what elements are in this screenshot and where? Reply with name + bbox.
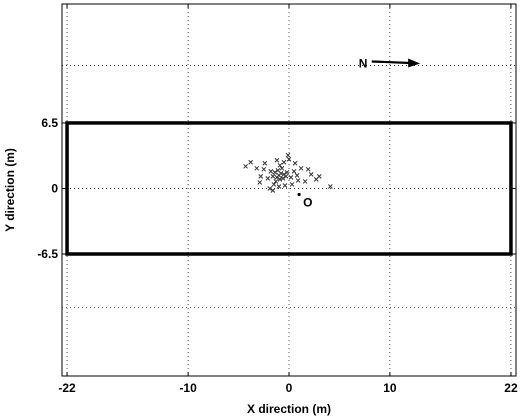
data-point-5 [272, 170, 278, 175]
x-tick-label-0: -22 [58, 381, 76, 395]
y-tick-label-2: -6.5 [37, 247, 58, 261]
data-point-31 [308, 172, 314, 177]
data-point-28 [302, 179, 308, 184]
data-point-14 [277, 162, 283, 168]
axes-frame [61, 3, 517, 377]
x-tick-label-4: 22 [504, 381, 518, 395]
data-point-9 [270, 174, 276, 179]
data-point-20 [282, 183, 288, 188]
x-tick-label-1: -10 [179, 381, 197, 395]
data-point-10 [279, 165, 285, 171]
data-point-23 [274, 157, 280, 163]
data-point-38 [257, 180, 263, 185]
north-label: N [359, 56, 368, 70]
data-point-24 [286, 156, 292, 162]
data-point-41 [276, 184, 282, 189]
x-tick-label-2: 0 [286, 381, 293, 395]
data-point-8 [283, 174, 289, 179]
data-point-30 [289, 182, 295, 187]
data-point-17 [271, 182, 277, 187]
data-point-2 [274, 175, 280, 180]
x-tick-labels: -22 -10 0 10 22 [58, 381, 518, 395]
x-tick-label-3: 10 [383, 381, 397, 395]
y-tick-label-0: 6.5 [41, 116, 58, 130]
data-point-19 [261, 166, 267, 172]
origin-label: O [303, 196, 312, 210]
y-tick-labels: 6.5 0 -6.5 [37, 116, 58, 261]
data-point-16 [265, 176, 271, 181]
data-point-12 [284, 170, 290, 175]
data-point-18 [291, 168, 297, 174]
data-point-7 [275, 167, 281, 173]
data-point-36 [270, 188, 276, 193]
data-point-39 [305, 166, 311, 172]
data-point-11 [273, 179, 279, 184]
data-point-25 [254, 165, 260, 171]
north-arrow [371, 60, 411, 65]
data-point-37 [292, 160, 298, 166]
data-point-15 [288, 175, 294, 180]
y-axis-label: Y direction (m) [3, 148, 17, 232]
data-point-27 [267, 186, 273, 191]
data-point-21 [294, 173, 300, 178]
north-arrow-head [408, 58, 421, 68]
data-point-13 [268, 168, 274, 174]
bounding-rectangle [65, 121, 513, 256]
data-point-43 [243, 163, 248, 169]
y-tick-label-1: 0 [51, 181, 58, 195]
data-points [243, 152, 333, 193]
grid-lines [62, 4, 516, 376]
data-point-35 [328, 184, 333, 189]
data-point-22 [258, 174, 264, 179]
x-axis-label: X direction (m) [247, 402, 331, 416]
data-point-42 [295, 178, 301, 183]
data-point-33 [262, 160, 268, 166]
data-point-6 [280, 176, 286, 181]
data-point-32 [285, 152, 291, 158]
data-point-4 [277, 177, 283, 182]
data-point-44 [316, 174, 322, 179]
data-point-26 [298, 165, 304, 171]
data-point-40 [281, 159, 287, 165]
origin-marker [297, 192, 301, 197]
data-point-29 [248, 159, 254, 165]
